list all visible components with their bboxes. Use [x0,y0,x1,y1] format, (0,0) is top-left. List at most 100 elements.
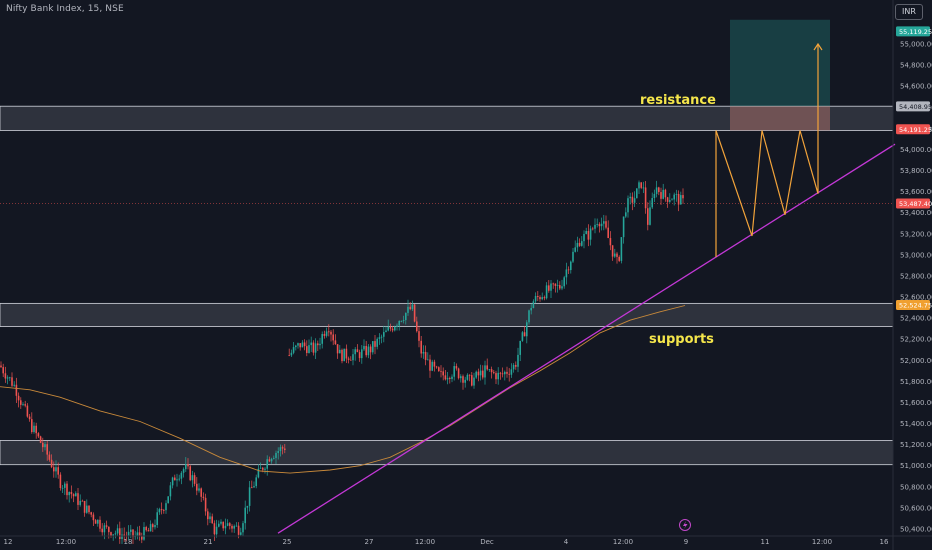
candle-body [4,373,7,379]
price-tag-label: 53,487.40 [899,200,932,208]
candle-body [528,310,530,323]
candle-body [363,345,365,350]
candle-body [116,528,119,534]
x-tick-label: 12 [4,538,13,546]
price-tag: 52,524.75 [896,299,932,310]
candle-body [277,451,279,453]
candle-body [299,343,301,348]
candle-body [314,343,317,353]
projection-path [715,44,819,257]
candle-body [328,331,330,333]
candle-body [97,519,99,524]
candle-body [244,507,246,524]
candle-body [215,526,218,535]
candle-body [510,369,513,375]
candle-body [398,320,400,326]
price-tag: 54,408.95 [896,101,932,112]
candle-body [50,459,53,468]
candle-body [385,330,387,333]
candle-body [682,195,684,199]
y-tick-label: 52,000.00 [900,357,932,365]
candle-body [416,321,418,332]
candle-body [105,525,108,527]
candle-body [345,348,348,359]
candle-body [583,233,585,242]
candle-body [497,372,499,380]
candle-body [75,493,77,497]
candle-body [541,297,543,300]
candle-body [559,285,561,289]
candle-body [288,355,290,356]
x-tick-label: 21 [204,538,213,546]
candle-body [449,378,451,379]
candle-body [662,189,664,199]
candle-body [350,359,352,361]
candle-body [563,277,565,287]
candle-body [479,370,482,376]
candle-body [585,230,587,234]
candle-body [31,419,33,433]
candle-body [424,351,427,360]
candle-body [633,198,636,203]
candle-body [297,343,299,346]
candle-body [499,372,502,374]
candle-body [180,472,183,479]
candle-body [433,361,436,367]
candle-body [380,336,383,338]
x-tick-label: 16 [880,538,889,546]
candle-body [614,253,616,257]
zone-layer [0,19,894,466]
candle-body [400,320,403,322]
candle-body [143,527,145,540]
candle-body [627,198,629,213]
candle-body [42,442,44,448]
y-tick-label: 50,600.00 [900,504,932,512]
candle-body [387,326,389,331]
x-tick-label: 12:00 [812,538,832,546]
candle-body [72,494,75,497]
candle-body [556,285,559,286]
y-tick-label: 52,400.00 [900,315,932,323]
candle-body [218,523,220,527]
lightning-icon[interactable] [679,519,691,531]
candle-body [15,384,18,396]
candle-body [526,322,528,337]
candle-body [391,328,394,331]
price-tag-bg [896,299,930,310]
candle-body [592,228,594,230]
candle-body [451,376,453,379]
x-tick-label: Dec [480,538,494,546]
candle-body [57,467,59,475]
candle-body [519,340,521,355]
candle-body [323,334,326,336]
candle-body [191,475,194,481]
price-tag-label: 52,524.75 [899,301,932,309]
candle-body [484,365,486,378]
currency-button[interactable]: INR [895,4,923,20]
candle-body [301,342,304,348]
candle-body [149,524,152,532]
x-tick-label: 27 [365,538,374,546]
candle-body [550,283,552,291]
candle-body [376,338,378,347]
candle-body [185,464,187,470]
x-tick-label: 25 [283,538,292,546]
candle-body [154,524,156,528]
price-tag: 54,191.25 [896,124,932,135]
candle-body [367,346,370,356]
candle-body [253,486,255,488]
candle-body [574,247,576,252]
candle-body [196,483,198,491]
candle-body [477,371,480,376]
candle-body [653,193,656,199]
y-tick-label: 52,800.00 [900,272,932,280]
candle-body [167,496,169,504]
candle-body [86,505,88,513]
candle-body [229,523,231,526]
candle-body [611,245,614,257]
candle-body [675,193,678,195]
candle-body [598,224,601,227]
candle-body [213,523,216,535]
